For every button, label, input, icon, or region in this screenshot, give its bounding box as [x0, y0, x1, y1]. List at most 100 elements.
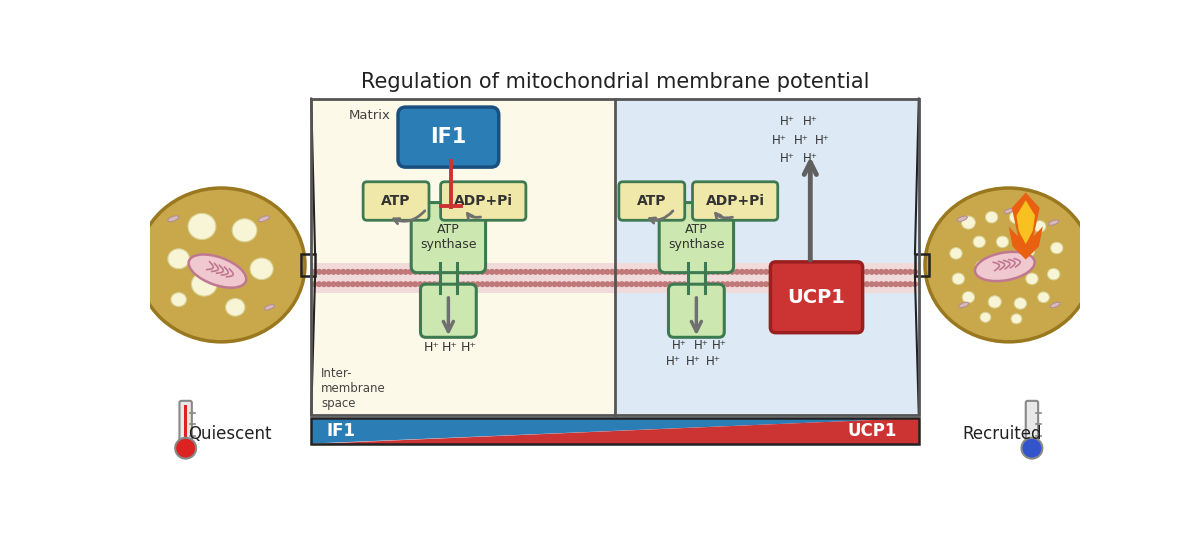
Circle shape — [389, 270, 394, 274]
Bar — [688, 261, 704, 295]
Circle shape — [701, 282, 706, 287]
Circle shape — [854, 270, 859, 274]
Circle shape — [413, 270, 418, 274]
Ellipse shape — [192, 272, 217, 296]
Circle shape — [494, 282, 499, 287]
Circle shape — [638, 282, 643, 287]
FancyBboxPatch shape — [440, 182, 526, 220]
Text: H⁺: H⁺ — [461, 341, 476, 354]
Circle shape — [869, 282, 874, 287]
Circle shape — [485, 270, 490, 274]
Circle shape — [374, 282, 379, 287]
Circle shape — [754, 270, 758, 274]
Ellipse shape — [988, 296, 1001, 308]
Circle shape — [701, 270, 706, 274]
Circle shape — [595, 270, 600, 274]
Circle shape — [629, 282, 634, 287]
Circle shape — [504, 270, 509, 274]
Circle shape — [811, 270, 816, 274]
Circle shape — [792, 282, 797, 287]
Circle shape — [538, 270, 542, 274]
Bar — [311, 418, 919, 443]
Circle shape — [547, 282, 552, 287]
Ellipse shape — [170, 293, 186, 306]
Text: IF1: IF1 — [326, 422, 355, 440]
Circle shape — [485, 282, 490, 287]
Circle shape — [677, 282, 682, 287]
Ellipse shape — [1038, 292, 1049, 303]
Circle shape — [394, 282, 398, 287]
Text: H⁺: H⁺ — [780, 115, 794, 128]
Circle shape — [533, 270, 538, 274]
Circle shape — [710, 282, 715, 287]
Circle shape — [509, 282, 514, 287]
Circle shape — [768, 282, 773, 287]
Circle shape — [773, 282, 778, 287]
Circle shape — [175, 438, 196, 458]
Circle shape — [758, 270, 763, 274]
Circle shape — [739, 270, 744, 274]
Circle shape — [398, 282, 403, 287]
Circle shape — [662, 282, 667, 287]
Circle shape — [802, 282, 806, 287]
Circle shape — [614, 282, 619, 287]
Circle shape — [566, 282, 571, 287]
Circle shape — [317, 270, 322, 274]
Circle shape — [422, 282, 427, 287]
Circle shape — [883, 270, 888, 274]
Circle shape — [571, 282, 576, 287]
Circle shape — [830, 270, 835, 274]
Circle shape — [528, 270, 533, 274]
Circle shape — [893, 270, 898, 274]
Circle shape — [734, 270, 739, 274]
Circle shape — [576, 282, 581, 287]
Circle shape — [869, 270, 874, 274]
Circle shape — [893, 282, 898, 287]
Ellipse shape — [226, 298, 245, 316]
Circle shape — [355, 270, 360, 274]
Circle shape — [888, 270, 893, 274]
Ellipse shape — [980, 312, 991, 322]
Circle shape — [370, 270, 374, 274]
Circle shape — [408, 282, 413, 287]
Circle shape — [835, 282, 840, 287]
Circle shape — [778, 282, 782, 287]
Circle shape — [595, 282, 600, 287]
Text: Inter-
membrane
space: Inter- membrane space — [322, 367, 386, 409]
Circle shape — [902, 282, 907, 287]
Circle shape — [691, 270, 696, 274]
Circle shape — [446, 282, 451, 287]
Ellipse shape — [1012, 314, 1022, 324]
Polygon shape — [311, 418, 919, 443]
Text: Recruited: Recruited — [962, 425, 1043, 443]
Circle shape — [610, 270, 614, 274]
Circle shape — [754, 282, 758, 287]
Text: H⁺: H⁺ — [815, 134, 830, 147]
Circle shape — [739, 282, 744, 287]
Circle shape — [518, 270, 523, 274]
Circle shape — [566, 270, 571, 274]
Circle shape — [499, 282, 504, 287]
Circle shape — [715, 270, 720, 274]
FancyBboxPatch shape — [619, 182, 685, 220]
Circle shape — [821, 270, 826, 274]
Circle shape — [490, 270, 494, 274]
Circle shape — [408, 270, 413, 274]
Circle shape — [403, 270, 408, 274]
Circle shape — [394, 270, 398, 274]
Circle shape — [845, 282, 850, 287]
Bar — [1031, 438, 1033, 446]
Ellipse shape — [1033, 221, 1046, 232]
Circle shape — [427, 282, 432, 287]
Circle shape — [552, 282, 557, 287]
Circle shape — [461, 270, 466, 274]
Circle shape — [504, 282, 509, 287]
Circle shape — [557, 282, 562, 287]
Circle shape — [336, 270, 341, 274]
Circle shape — [557, 270, 562, 274]
Circle shape — [499, 270, 504, 274]
Circle shape — [331, 282, 336, 287]
Text: H⁺: H⁺ — [424, 341, 439, 354]
Text: Quiescent: Quiescent — [188, 425, 271, 443]
Circle shape — [442, 282, 446, 287]
